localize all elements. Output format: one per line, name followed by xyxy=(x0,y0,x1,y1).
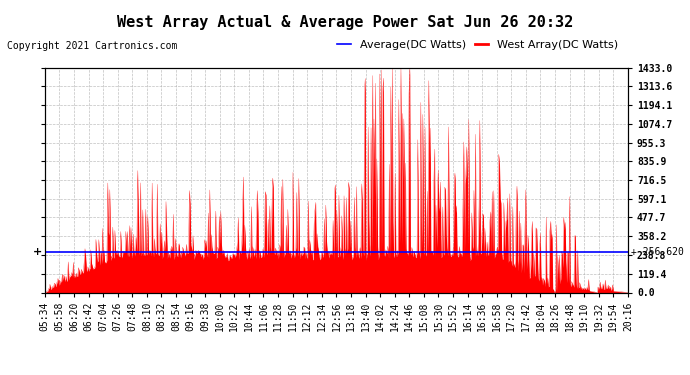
Text: West Array Actual & Average Power Sat Jun 26 20:32: West Array Actual & Average Power Sat Ju… xyxy=(117,15,573,30)
Legend: Average(DC Watts), West Array(DC Watts): Average(DC Watts), West Array(DC Watts) xyxy=(333,36,622,54)
Text: + 256.620: + 256.620 xyxy=(631,247,684,257)
Text: +: + xyxy=(32,247,42,257)
Text: Copyright 2021 Cartronics.com: Copyright 2021 Cartronics.com xyxy=(7,41,177,51)
